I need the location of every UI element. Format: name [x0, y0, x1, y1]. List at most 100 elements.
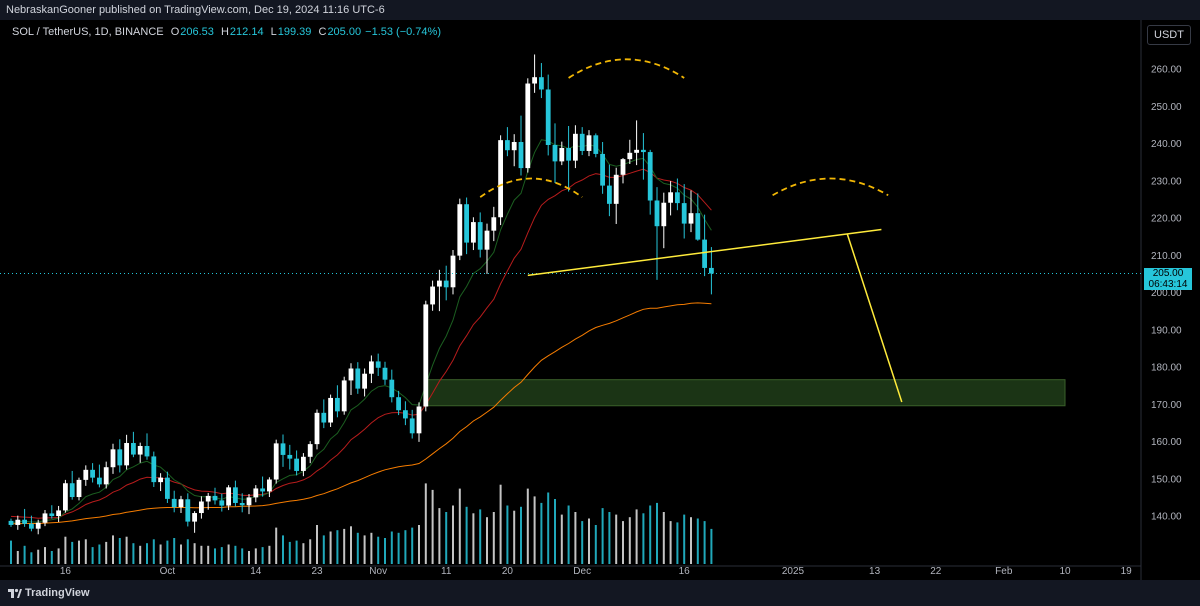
candle-body [675, 192, 680, 204]
candle-body [457, 204, 463, 256]
x-tick-label: 11 [441, 566, 452, 577]
candle-body [137, 445, 143, 455]
candle-body [185, 499, 191, 522]
volume-bar [241, 548, 244, 564]
volume-bar [159, 544, 162, 564]
close-value: 205.00 [327, 26, 362, 38]
volume-bar [377, 536, 380, 564]
candle-body [709, 267, 714, 274]
candle-body [375, 361, 381, 368]
candle-body [450, 255, 456, 288]
x-tick-label: 22 [930, 566, 942, 577]
candle-body [97, 477, 102, 485]
candle-body [702, 239, 707, 268]
volume-bar [50, 551, 53, 564]
x-tick-label: 2025 [782, 566, 805, 577]
y-tick-label: 260.00 [1151, 65, 1182, 76]
x-tick-label: Feb [995, 566, 1013, 577]
candle-body [573, 133, 578, 161]
volume-bar [44, 547, 46, 564]
candle-body [151, 456, 157, 483]
volume-bar [492, 512, 495, 564]
x-tick-label: Nov [369, 566, 387, 577]
volume-bar [336, 530, 339, 564]
open-value: 206.53 [180, 26, 214, 38]
volume-bar [288, 541, 291, 564]
candle-body [226, 487, 231, 506]
candle-body [144, 445, 150, 457]
candle-body [586, 135, 592, 151]
volume-bar [622, 521, 624, 564]
volume-bar [526, 488, 529, 564]
y-tick-label: 230.00 [1151, 176, 1182, 187]
candle-body [260, 488, 265, 492]
x-tick-label: Dec [573, 566, 591, 577]
candle-body [83, 469, 89, 480]
candle-body [301, 456, 306, 471]
volume-bar [207, 545, 210, 564]
price-chart[interactable]: 140.00 150.00 160.00 170.00 180.00 190.00 200.… [0, 20, 1200, 580]
candle-body [579, 133, 585, 151]
volume-bar [690, 517, 692, 564]
candle-body [192, 513, 197, 522]
candle-body [219, 500, 225, 506]
candle-body [348, 368, 354, 381]
volume-bar [431, 489, 434, 564]
candle-body [56, 510, 61, 517]
publish-bar: NebraskanGooner published on TradingView… [0, 0, 1200, 20]
candle-body [341, 380, 347, 412]
volume-bar [322, 535, 325, 564]
volume-bar [669, 521, 672, 564]
candle-body [416, 406, 422, 434]
candle-body [661, 202, 667, 227]
volume-bar [10, 540, 12, 564]
candle-body [15, 519, 21, 525]
candle-body [511, 142, 517, 151]
volume-bar [98, 544, 101, 564]
candle-body [362, 373, 367, 389]
y-tick-label: 150.00 [1151, 474, 1182, 485]
volume-bar [37, 549, 40, 564]
currency-button[interactable]: USDT [1147, 25, 1191, 45]
candle-body [212, 495, 218, 501]
candle-body [552, 144, 558, 162]
candle-body [124, 443, 129, 466]
pattern-arc [568, 58, 685, 79]
y-tick-label: 210.00 [1151, 251, 1182, 262]
symbol-label: SOL / TetherUS, 1D, BINANCE [12, 26, 164, 38]
volume-bar [302, 543, 305, 564]
volume-bar [635, 509, 638, 564]
y-tick-label: 250.00 [1151, 102, 1182, 113]
candle-body [273, 443, 279, 480]
candle-body [199, 501, 204, 514]
volume-bar [472, 513, 475, 564]
candle-body [484, 230, 490, 250]
candle-body [634, 149, 639, 153]
candle-body [369, 361, 374, 374]
volume-bar [254, 548, 257, 564]
volume-bar [533, 496, 536, 564]
volume-bar [152, 539, 155, 564]
candle-body [430, 286, 435, 305]
high-label: H [220, 26, 229, 38]
candle-body [627, 152, 633, 160]
ohlc-legend: SOL / TetherUS, 1D, BINANCE O206.53 H212… [12, 26, 441, 38]
volume-bar [486, 517, 488, 564]
candle-body [171, 498, 177, 508]
volume-bar [601, 508, 604, 564]
volume-bar [214, 548, 216, 564]
open-label: O [170, 26, 180, 38]
volume-bar [139, 545, 142, 564]
volume-bar [186, 539, 189, 564]
chart-frame[interactable]: 140.00 150.00 160.00 170.00 180.00 190.00 200.… [0, 20, 1200, 580]
candle-body [355, 368, 361, 389]
volume-bar [384, 538, 386, 564]
candle-body [464, 204, 469, 243]
volume-bar [356, 532, 359, 564]
volume-bar [513, 510, 516, 564]
candle-body [382, 367, 388, 380]
volume-bar [397, 532, 400, 564]
x-tick-label: 14 [250, 566, 262, 577]
tradingview-logo-icon [8, 588, 22, 598]
volume-bar [248, 551, 250, 564]
